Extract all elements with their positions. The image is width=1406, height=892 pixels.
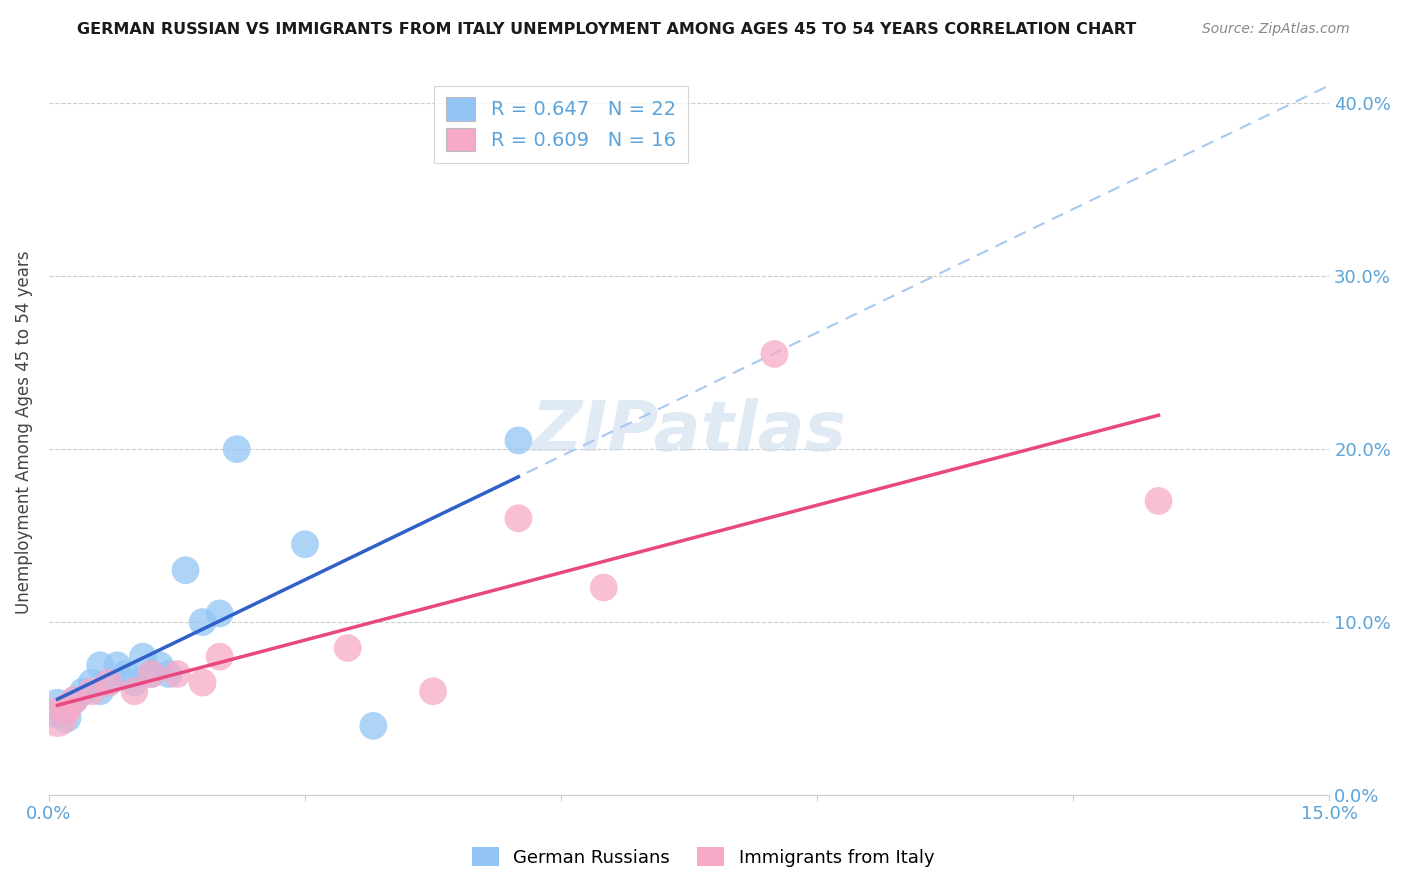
Point [363,719,385,733]
Point [55,710,77,724]
Point [132,649,155,664]
Point [114,667,136,681]
Point [97,675,120,690]
Point [46,710,69,724]
Point [55,701,77,715]
Point [592,581,614,595]
Point [763,347,786,361]
Point [89,658,111,673]
Point [149,658,172,673]
Point [1147,494,1170,508]
Point [124,684,146,698]
Point [105,658,128,673]
Point [97,675,120,690]
Legend: German Russians, Immigrants from Italy: German Russians, Immigrants from Italy [464,840,942,874]
Point [422,684,444,698]
Point [63,693,86,707]
Point [157,667,180,681]
Point [208,607,231,621]
Point [174,563,197,577]
Point [46,701,69,715]
Point [80,684,103,698]
Point [89,684,111,698]
Text: ZIPatlas: ZIPatlas [531,399,846,466]
Point [294,537,316,551]
Point [336,640,359,655]
Point [191,675,214,690]
Point [508,434,530,448]
Point [225,442,247,456]
Y-axis label: Unemployment Among Ages 45 to 54 years: Unemployment Among Ages 45 to 54 years [15,250,32,614]
Point [141,667,163,681]
Point [191,615,214,629]
Point [80,675,103,690]
Text: Source: ZipAtlas.com: Source: ZipAtlas.com [1202,22,1350,37]
Point [63,693,86,707]
Point [124,675,146,690]
Point [72,684,94,698]
Text: GERMAN RUSSIAN VS IMMIGRANTS FROM ITALY UNEMPLOYMENT AMONG AGES 45 TO 54 YEARS C: GERMAN RUSSIAN VS IMMIGRANTS FROM ITALY … [77,22,1136,37]
Legend: R = 0.647   N = 22, R = 0.609   N = 16: R = 0.647 N = 22, R = 0.609 N = 16 [434,86,688,163]
Point [508,511,530,525]
Point [166,667,188,681]
Point [208,649,231,664]
Point [141,667,163,681]
